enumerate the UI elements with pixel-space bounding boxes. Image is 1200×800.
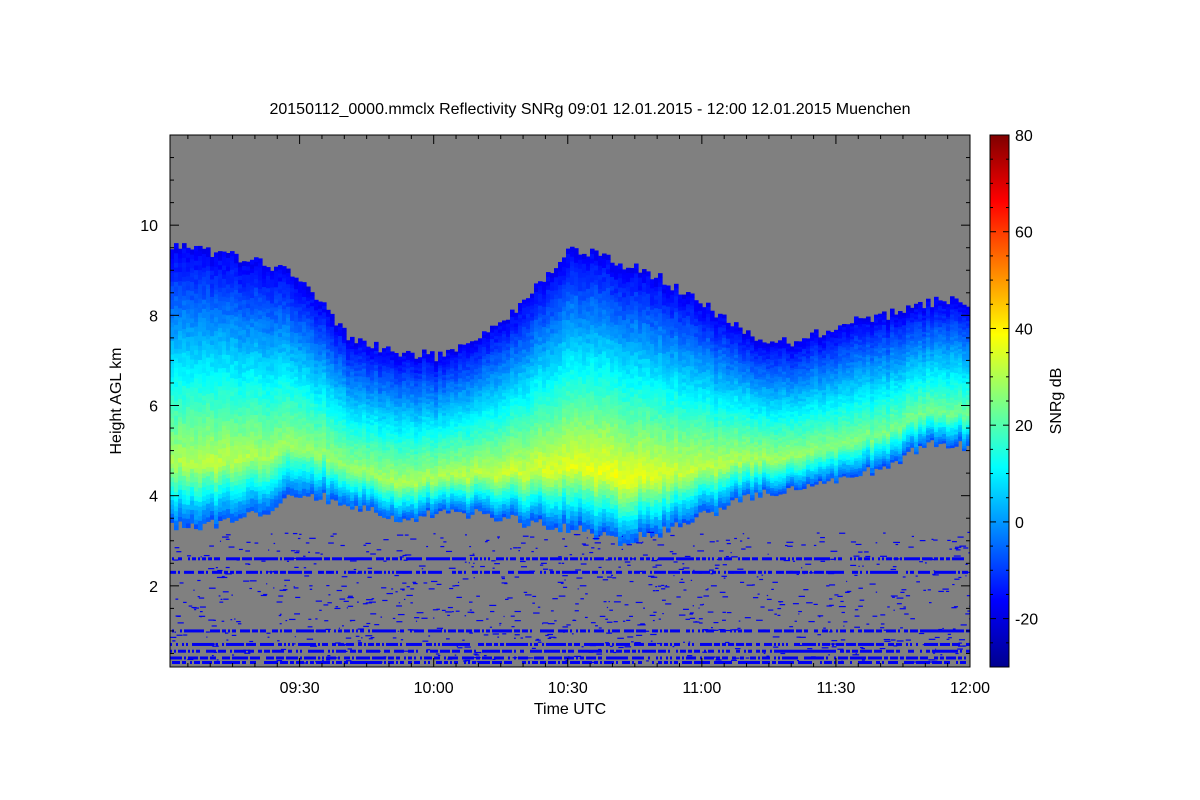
- x-axis-label: Time UTC: [534, 701, 606, 718]
- x-tick-label: 10:00: [414, 680, 454, 697]
- plot-area: 09:30 10:00 10:30 11:00 11:30 12:00 2 4 6 8 10: [140, 134, 990, 697]
- colorbar-tick-label: 80: [1015, 128, 1033, 145]
- x-tick-label: 11:00: [682, 680, 721, 697]
- colorbar-ticks: -20 0 20 40 60 80: [990, 128, 1038, 668]
- radar-image: [170, 243, 970, 664]
- colorbar: -20 0 20 40 60 80 SNRg dB: [989, 128, 1065, 668]
- plot-frame: [169, 134, 971, 668]
- colorbar-tick-label: 0: [1015, 515, 1024, 532]
- colorbar-label: SNRg dB: [1048, 368, 1065, 435]
- y-tick-label: 8: [149, 308, 158, 325]
- y-tick-label: 4: [149, 489, 158, 506]
- y-tick-label: 6: [149, 399, 158, 416]
- y-axis: 2 4 6 8 10: [140, 134, 970, 654]
- colorbar-tick-label: 60: [1015, 225, 1033, 242]
- colorbar-tick-label: -20: [1015, 612, 1038, 629]
- y-axis-label: Height AGL km: [108, 347, 125, 454]
- x-tick-label: 10:30: [548, 680, 588, 697]
- x-tick-label: 09:30: [280, 680, 320, 697]
- x-axis: 09:30 10:00 10:30 11:00 11:30 12:00: [187, 135, 990, 697]
- x-tick-label: 12:00: [950, 680, 990, 697]
- colorbar-tick-label: 20: [1015, 418, 1033, 435]
- colorbar-tick-label: 40: [1015, 321, 1033, 338]
- chart-title: 20150112_0000.mmclx Reflectivity SNRg 09…: [269, 101, 910, 118]
- y-tick-label: 10: [140, 218, 158, 235]
- x-tick-label: 11:30: [816, 680, 855, 697]
- y-tick-label: 2: [149, 579, 158, 596]
